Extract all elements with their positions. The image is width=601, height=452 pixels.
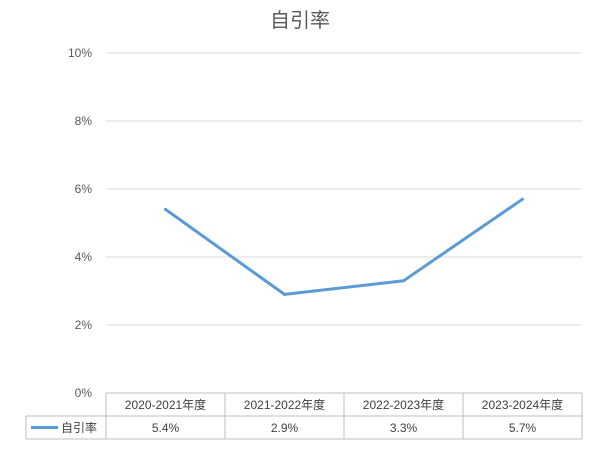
data-point bbox=[521, 197, 524, 201]
x-tick-label: 2022-2023年度 bbox=[363, 397, 444, 412]
data-table: 2020-2021年度 2021-2022年度 2022-2023年度 2023-20… bbox=[25, 392, 583, 440]
legend-label: 自引率 bbox=[61, 420, 97, 435]
data-point bbox=[402, 279, 405, 283]
data-point bbox=[283, 292, 286, 296]
y-tick-label: 6% bbox=[75, 182, 93, 196]
gridlines bbox=[106, 52, 582, 326]
y-tick-label: 4% bbox=[75, 250, 93, 264]
data-table-value: 3.3% bbox=[390, 421, 418, 435]
y-tick-label: 10% bbox=[68, 46, 92, 60]
y-axis: 0% 2% 4% 6% 8% 10% bbox=[68, 46, 92, 400]
series-area bbox=[164, 197, 524, 296]
x-tick-label: 2021-2022年度 bbox=[244, 397, 325, 412]
y-tick-label: 0% bbox=[75, 386, 93, 400]
chart-title: 自引率 bbox=[270, 9, 330, 32]
data-table-value: 2.9% bbox=[271, 421, 299, 435]
y-tick-label: 8% bbox=[75, 114, 93, 128]
data-point bbox=[164, 207, 167, 211]
x-tick-label: 2020-2021年度 bbox=[125, 397, 206, 412]
x-tick-label: 2023-2024年度 bbox=[482, 397, 563, 412]
data-table-value: 5.7% bbox=[509, 421, 537, 435]
data-table-value: 5.4% bbox=[152, 421, 180, 435]
y-tick-label: 2% bbox=[75, 318, 93, 332]
series-line bbox=[164, 197, 524, 296]
